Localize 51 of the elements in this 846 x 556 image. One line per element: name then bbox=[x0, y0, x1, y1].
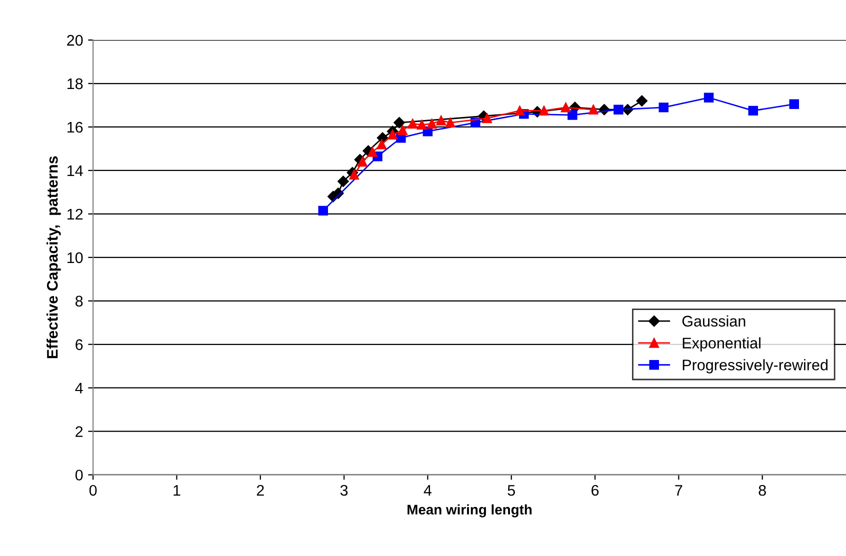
point bbox=[588, 104, 598, 114]
point bbox=[614, 104, 624, 114]
legend-label: Exponential bbox=[682, 337, 760, 352]
y-tick-label: 10 bbox=[68, 252, 83, 264]
point bbox=[338, 176, 349, 187]
point bbox=[408, 118, 418, 129]
y-tick-label: 4 bbox=[75, 382, 83, 394]
point bbox=[636, 95, 648, 107]
point bbox=[376, 140, 387, 150]
point bbox=[398, 125, 408, 136]
x-tick-label: 0 bbox=[89, 484, 97, 496]
point bbox=[416, 120, 427, 130]
point bbox=[789, 99, 799, 110]
legend-label: Progressively-rewired bbox=[682, 359, 828, 374]
y-tick-label: 12 bbox=[68, 208, 83, 220]
point bbox=[368, 147, 378, 157]
y-tick-label: 16 bbox=[68, 122, 83, 133]
point bbox=[427, 118, 437, 129]
x-tick-label: 6 bbox=[592, 484, 599, 496]
x-tick-label: 8 bbox=[758, 484, 766, 496]
point bbox=[704, 92, 714, 103]
point bbox=[560, 102, 571, 112]
x-tick-label: 3 bbox=[340, 484, 348, 496]
point bbox=[514, 106, 525, 116]
point bbox=[482, 113, 492, 124]
point bbox=[318, 206, 328, 216]
x-tick-label: 1 bbox=[174, 485, 180, 496]
y-tick-label: 6 bbox=[76, 339, 83, 350]
point bbox=[436, 116, 446, 126]
y-tick-label: 20 bbox=[67, 34, 83, 46]
point bbox=[658, 102, 668, 112]
y-tick-label: 8 bbox=[76, 296, 83, 307]
legend-label: Gaussian bbox=[682, 315, 746, 327]
point bbox=[568, 110, 578, 120]
y-tick-label: 18 bbox=[68, 78, 83, 90]
point bbox=[539, 106, 549, 116]
y-axis-title: Effective Capacity, patterns bbox=[46, 156, 61, 358]
x-tick-label: 7 bbox=[675, 485, 682, 496]
x-axis-title: Mean wiring length bbox=[408, 504, 532, 518]
y-tick-label: 14 bbox=[68, 165, 83, 176]
point bbox=[349, 170, 359, 180]
y-tick-label: 0 bbox=[75, 470, 83, 481]
point bbox=[358, 156, 368, 167]
x-tick-label: 5 bbox=[508, 485, 515, 496]
point bbox=[445, 118, 456, 128]
y-tick-label: 2 bbox=[76, 426, 83, 437]
point bbox=[388, 130, 398, 140]
point bbox=[748, 106, 758, 116]
point bbox=[394, 117, 405, 128]
x-tick-label: 2 bbox=[256, 484, 264, 496]
x-tick-label: 4 bbox=[424, 485, 432, 496]
